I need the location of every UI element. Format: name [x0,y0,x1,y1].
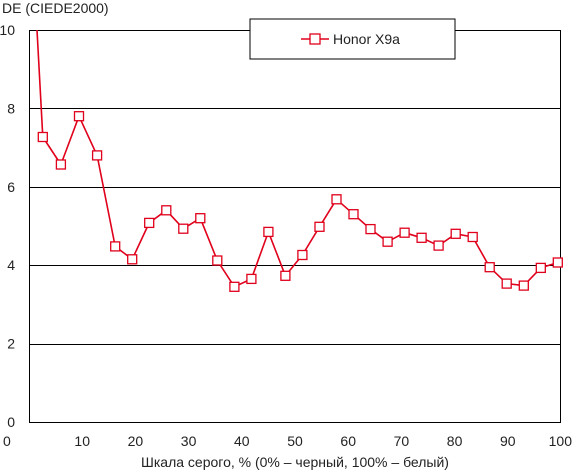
x-tick-label: 20 [128,433,144,449]
legend-series-label: Honor X9a [333,31,400,47]
x-tick-label: 30 [181,433,197,449]
legend: Honor X9a [249,18,456,60]
data-point-marker [246,273,257,285]
x-tick-label: 0 [3,433,11,449]
x-tick-label: 50 [287,433,303,449]
data-point-marker [127,254,138,265]
data-point-marker [518,280,529,291]
data-point-marker [484,262,495,273]
data-point-marker [212,255,223,266]
x-tick-label: 60 [340,433,356,449]
data-point-marker [535,262,546,274]
data-point-marker [348,209,359,220]
data-point-marker [55,159,67,170]
legend-marker [309,33,321,45]
data-point-marker [161,205,172,216]
data-point-marker [280,270,291,281]
data-point-marker [365,223,376,235]
x-tick-label: 70 [394,433,410,449]
data-point-marker [37,131,48,143]
data-point-marker [263,226,274,238]
data-point-marker [501,278,512,289]
data-point-marker [450,228,461,239]
y-tick-label: 10 [0,22,15,38]
data-point-marker [195,213,206,224]
x-tick-labels: 0 10 20 30 40 50 60 70 80 90 100 [3,433,572,449]
data-point-marker [110,241,121,252]
x-tick-label: 10 [74,433,90,449]
data-point-marker [314,221,325,232]
y-tick-label: 2 [7,336,15,352]
y-tick-labels: 0 2 4 6 8 10 [0,22,15,430]
data-point-marker [178,223,189,234]
x-tick-label: 80 [447,433,463,449]
y-tick-label: 6 [7,179,15,195]
y-tick-label: 0 [7,414,15,430]
series-group [36,29,563,292]
data-point-marker [399,227,410,238]
y-tick-label: 8 [7,100,15,116]
x-tick-label: 90 [500,433,516,449]
data-point-marker [229,281,240,292]
data-point-marker [382,236,393,247]
data-point-marker [144,217,155,229]
data-point-marker [552,257,563,268]
data-point-marker [416,232,427,243]
chart-title: DE (CIEDE2000) [2,0,109,16]
data-point-marker [331,194,342,205]
x-tick-label: 100 [549,433,573,449]
x-tick-label: 40 [234,433,250,449]
data-point-marker [467,231,478,243]
data-point-marker [91,150,103,161]
y-tick-label: 4 [7,257,15,273]
plot-area [29,30,561,422]
data-point-marker [433,240,444,251]
legend-box [249,18,456,60]
data-point-marker [73,111,85,122]
data-point-marker [297,249,308,261]
x-axis-label: Шкала серого, % (0% – черный, 100% – бел… [141,454,449,470]
